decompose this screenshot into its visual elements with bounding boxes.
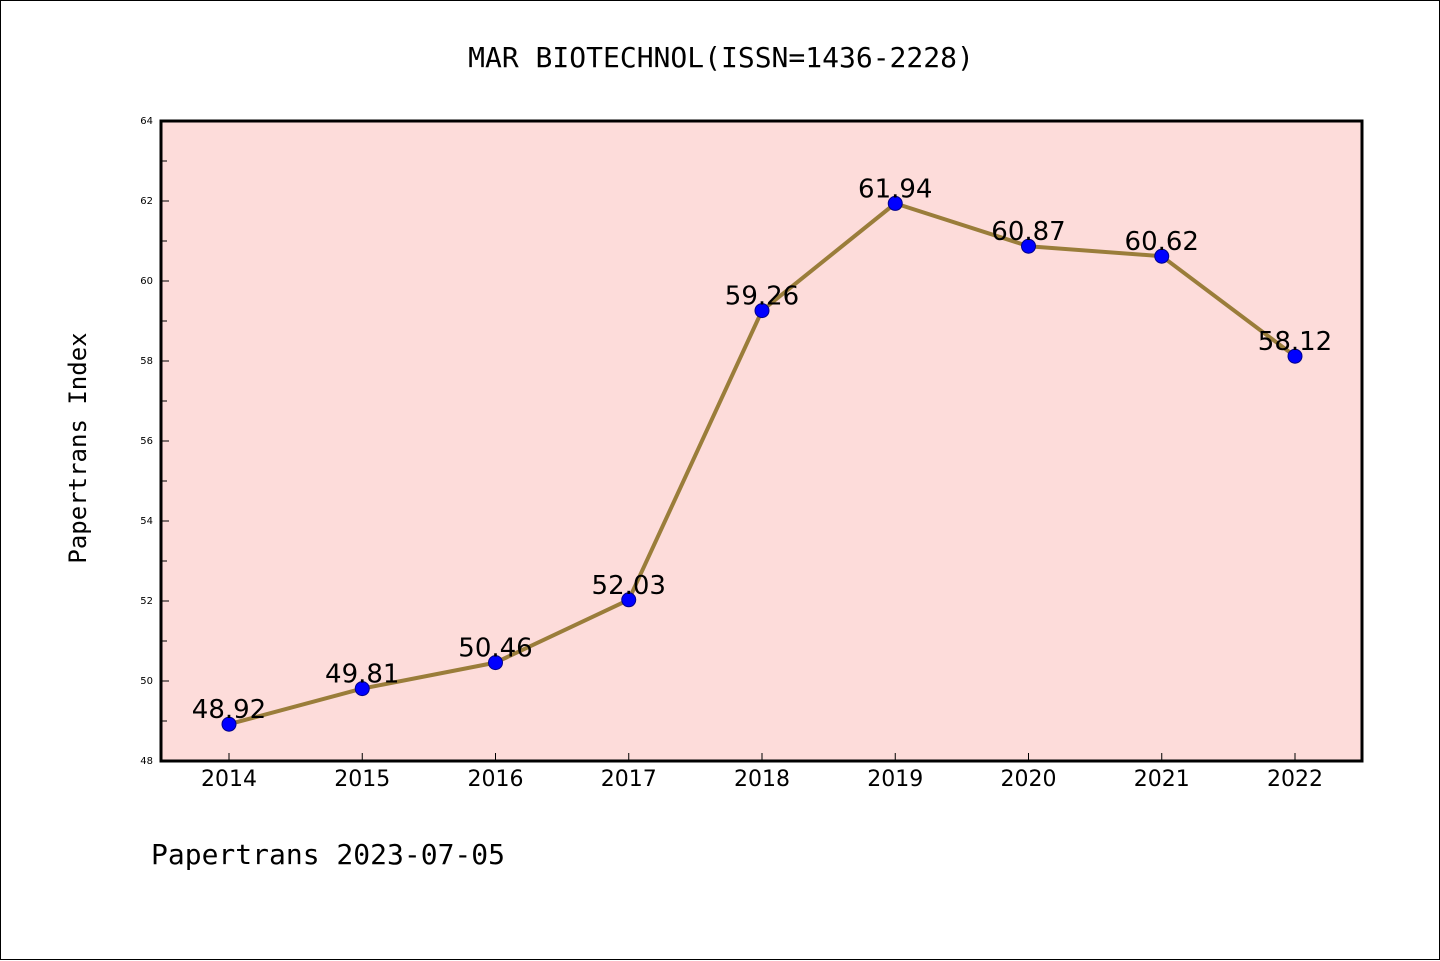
y-tick-label: 50: [140, 676, 153, 687]
x-tick-label: 2015: [334, 767, 390, 792]
y-tick-label: 56: [140, 436, 153, 447]
data-point: [621, 592, 637, 608]
series-markers: [221, 195, 1303, 732]
data-point: [754, 303, 770, 319]
data-point: [354, 681, 370, 697]
x-tick-label: 2016: [468, 767, 524, 792]
data-label: 52.03: [592, 571, 666, 601]
x-tick-label: 2019: [867, 767, 923, 792]
y-tick-label: 54: [140, 516, 153, 527]
x-axis: 2014 2015 2016 2017 2018 2019 2020 2021 2022: [201, 753, 1323, 792]
y-tick-label: 52: [140, 596, 153, 607]
data-point: [488, 655, 503, 671]
x-tick-label: 2021: [1134, 767, 1190, 792]
y-tick-label: 48: [140, 756, 153, 767]
data-point: [887, 195, 903, 211]
y-tick-label: 60: [140, 276, 153, 287]
data-labels: 48.92 49.81 50.46 52.03 59.26 61.94 60.87 60.62…: [192, 174, 1332, 725]
footer-date-label: Papertrans 2023-07-05: [151, 838, 505, 871]
data-label: 59.26: [725, 282, 799, 312]
data-point: [1287, 348, 1303, 364]
plot-area: [159, 119, 1364, 763]
y-tick-label: 62: [140, 196, 153, 207]
data-label: 49.81: [325, 660, 399, 690]
y-tick-label: 64: [140, 116, 153, 127]
y-axis: 48 50 52 54 56 58 60 62 64: [140, 116, 169, 767]
x-tick-label: 2020: [1001, 767, 1057, 792]
data-point: [1021, 238, 1036, 254]
data-label: 58.12: [1258, 327, 1332, 357]
data-point: [221, 716, 237, 732]
data-point: [1154, 248, 1170, 264]
data-label: 60.62: [1125, 227, 1199, 257]
x-tick-label: 2017: [601, 767, 657, 792]
data-label: 50.46: [458, 634, 532, 664]
data-label: 48.92: [192, 695, 266, 725]
chart-title: MAR BIOTECHNOL(ISSN=1436-2228): [468, 41, 974, 74]
y-tick-label: 58: [140, 356, 153, 367]
data-label: 61.94: [858, 174, 932, 204]
x-tick-label: 2022: [1267, 767, 1323, 792]
data-label: 60.87: [991, 217, 1065, 247]
y-axis-label: Papertrans Index: [64, 332, 92, 563]
x-tick-label: 2018: [734, 767, 790, 792]
x-tick-label: 2014: [201, 767, 257, 792]
